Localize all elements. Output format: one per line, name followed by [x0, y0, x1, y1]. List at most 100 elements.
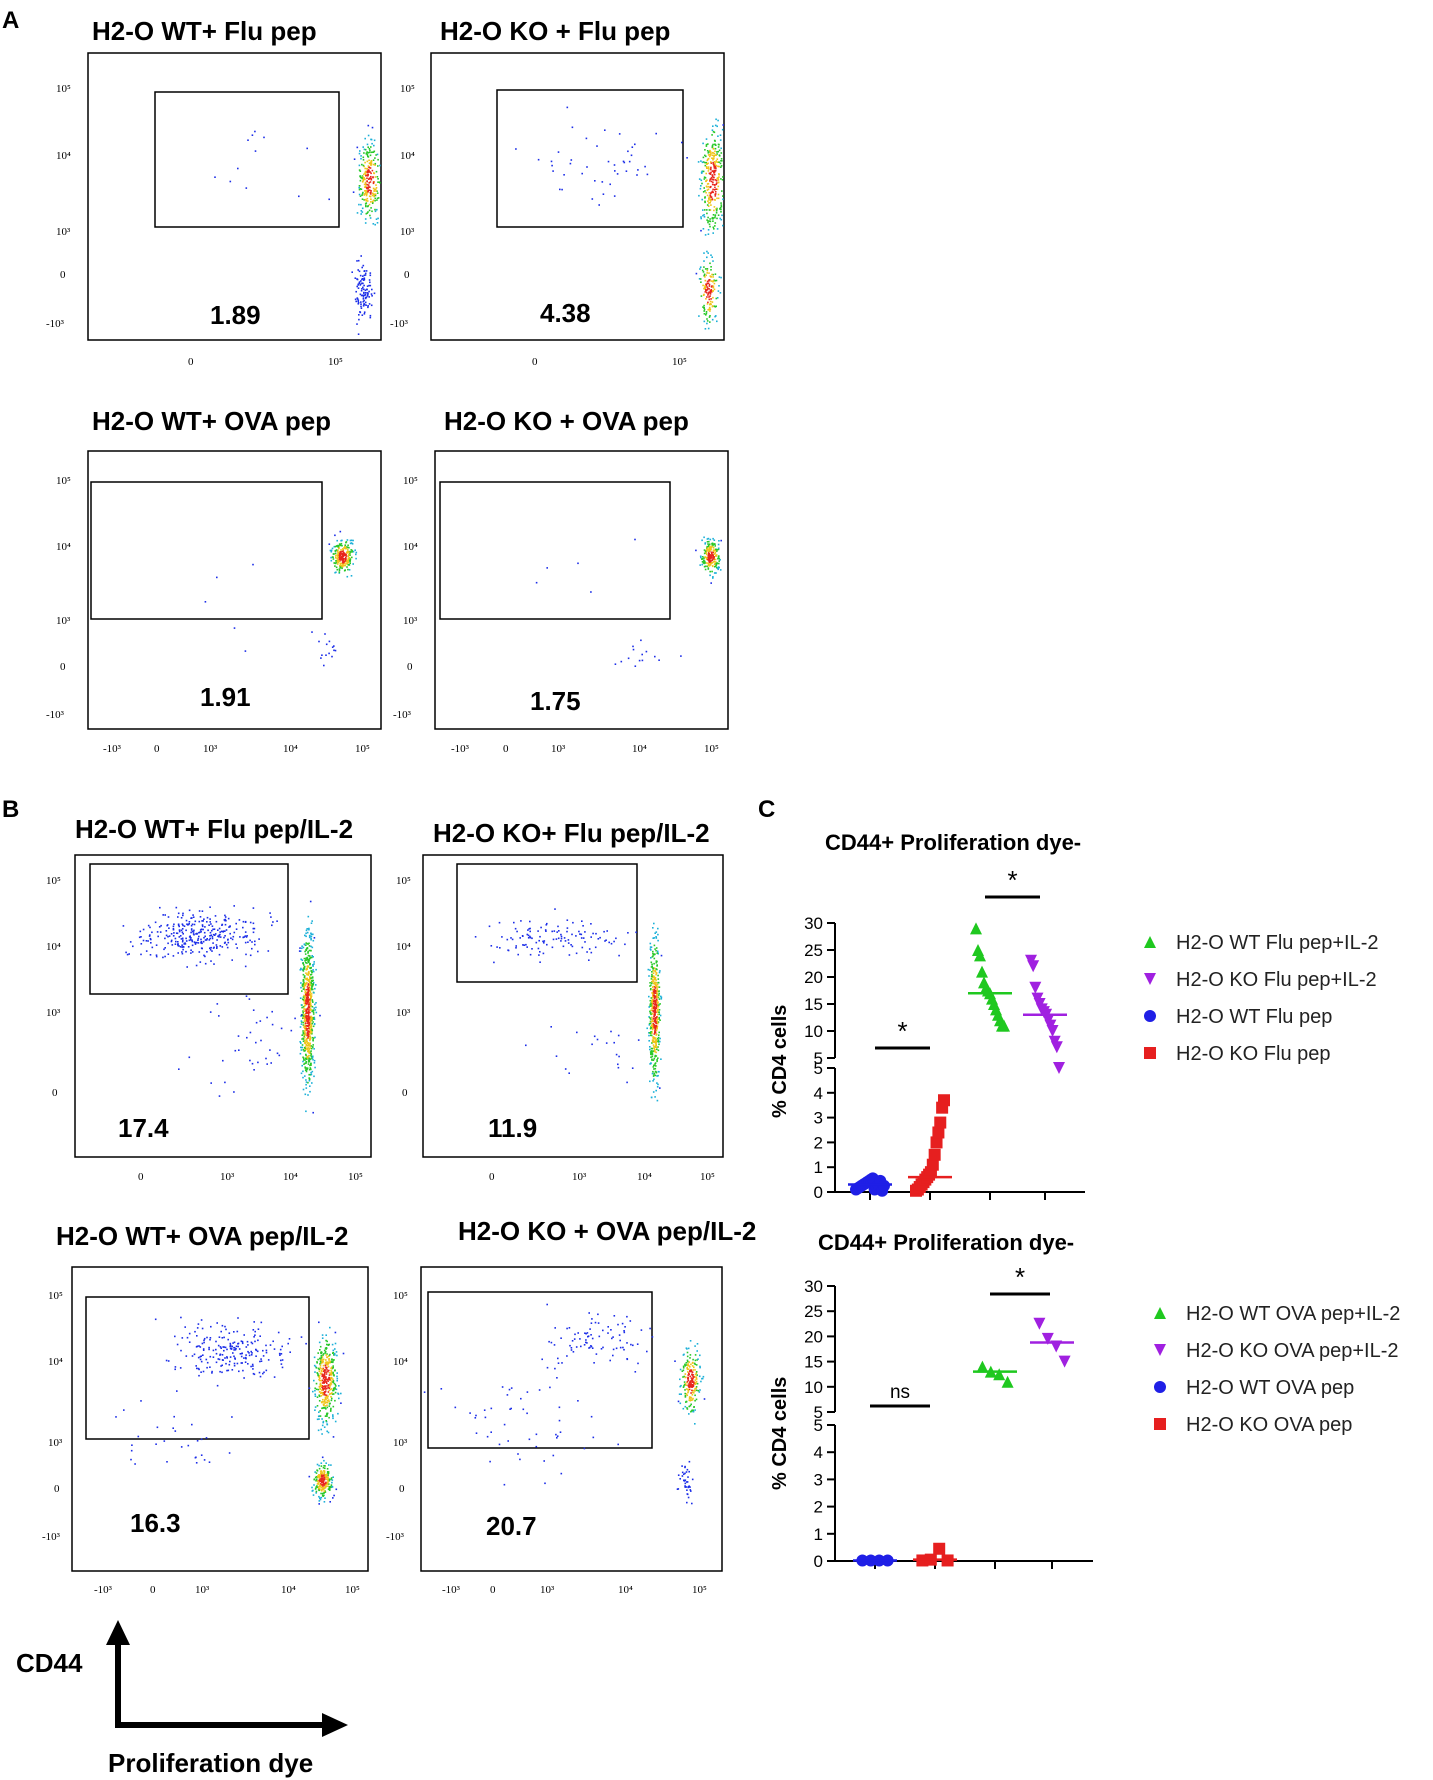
event-dot: [604, 129, 606, 131]
event-dot: [322, 1393, 324, 1396]
event-dot: [321, 1418, 323, 1420]
event-dot: [718, 176, 720, 178]
event-dot: [243, 1377, 245, 1379]
event-dot: [231, 959, 233, 961]
event-dot: [366, 212, 369, 214]
event-dot: [308, 985, 311, 987]
event-dot: [364, 218, 367, 220]
legend-label: H2-O KO Flu pep: [1176, 1043, 1331, 1065]
event-dot: [178, 930, 181, 933]
event-dot: [369, 167, 372, 169]
y-tick: -10³: [390, 318, 409, 330]
event-dot: [658, 986, 661, 988]
event-dot: [325, 1485, 328, 1487]
event-dot: [688, 1396, 691, 1398]
data-point: [938, 1094, 950, 1107]
event-dot: [218, 953, 221, 956]
event-dot: [306, 1037, 309, 1039]
event-dot: [721, 179, 724, 181]
event-dot: [311, 999, 314, 1001]
event-dot: [658, 1004, 660, 1006]
event-dot: [211, 1372, 213, 1374]
event-dot: [703, 552, 706, 555]
event-dot: [588, 959, 590, 961]
event-dot: [304, 1030, 306, 1033]
event-dot: [703, 536, 705, 539]
flow-plot-wt-ova: H2-O WT+ OVA pep 1.91 10⁵ 10⁴ 10³ 0 -10³…: [46, 406, 382, 755]
event-dot: [314, 1066, 316, 1069]
event-dot: [558, 1419, 561, 1422]
event-dot: [258, 1371, 261, 1374]
event-dot: [713, 161, 716, 163]
event-dot: [654, 1000, 657, 1002]
event-dot: [326, 1378, 329, 1381]
event-dot: [374, 188, 377, 191]
panel-label-a: A: [2, 7, 19, 34]
event-dot: [687, 1371, 689, 1373]
event-dot: [616, 173, 619, 175]
event-dot: [693, 1392, 695, 1394]
event-dot: [517, 953, 519, 956]
event-dot: [715, 297, 718, 300]
event-dot: [164, 914, 166, 916]
event-dot: [309, 1004, 312, 1006]
event-dot: [710, 204, 712, 206]
event-dot: [692, 1358, 694, 1361]
event-dot: [306, 1017, 308, 1019]
event-dot: [707, 229, 710, 231]
event-dot: [340, 556, 343, 558]
event-dot: [323, 1482, 326, 1485]
event-dot: [262, 1355, 265, 1357]
event-dot: [206, 916, 209, 919]
event-dot: [332, 1349, 335, 1352]
y-tick: 0: [402, 1087, 408, 1099]
event-dot: [720, 205, 723, 208]
event-dot: [306, 981, 308, 984]
data-point: [1144, 973, 1156, 985]
event-dot: [699, 1354, 701, 1357]
event-dot: [314, 987, 316, 990]
event-dot: [330, 1366, 333, 1369]
event-dot: [311, 970, 313, 972]
event-dot: [684, 1482, 687, 1485]
event-dot: [309, 1047, 312, 1049]
event-dot: [170, 933, 173, 935]
event-dot: [234, 1349, 237, 1351]
event-dot: [691, 1362, 694, 1364]
event-dot: [218, 1015, 220, 1017]
event-dot: [254, 1340, 256, 1343]
event-dot: [716, 197, 718, 200]
event-dot: [685, 1393, 688, 1395]
event-dot: [717, 548, 720, 551]
event-dot: [716, 153, 718, 155]
axis-key-x-label: Proliferation dye: [108, 1748, 313, 1778]
event-dot: [322, 1353, 325, 1355]
event-dot: [648, 1016, 650, 1018]
event-dot: [367, 165, 370, 167]
event-dot: [349, 558, 352, 561]
event-dot: [200, 1319, 203, 1321]
event-dot: [590, 1415, 593, 1418]
event-dot: [652, 1020, 654, 1022]
event-dot: [312, 933, 314, 936]
event-dot: [327, 1478, 329, 1480]
event-dot: [313, 1062, 316, 1064]
event-dot: [364, 185, 367, 188]
event-dot: [710, 280, 712, 282]
event-dot: [687, 1496, 690, 1499]
event-dot: [695, 1376, 698, 1378]
event-dot: [361, 278, 363, 281]
event-dot: [359, 195, 362, 197]
event-dot: [323, 1465, 325, 1467]
data-point: [928, 1148, 941, 1161]
event-dot: [228, 926, 230, 928]
event-dot: [529, 936, 532, 939]
event-dot: [490, 945, 493, 947]
event-dot: [326, 1382, 328, 1385]
event-dot: [652, 980, 655, 982]
event-dot: [246, 935, 248, 937]
event-dot: [358, 270, 361, 273]
event-dot: [514, 927, 517, 930]
event-dot: [702, 306, 704, 308]
event-dot: [335, 1385, 337, 1387]
